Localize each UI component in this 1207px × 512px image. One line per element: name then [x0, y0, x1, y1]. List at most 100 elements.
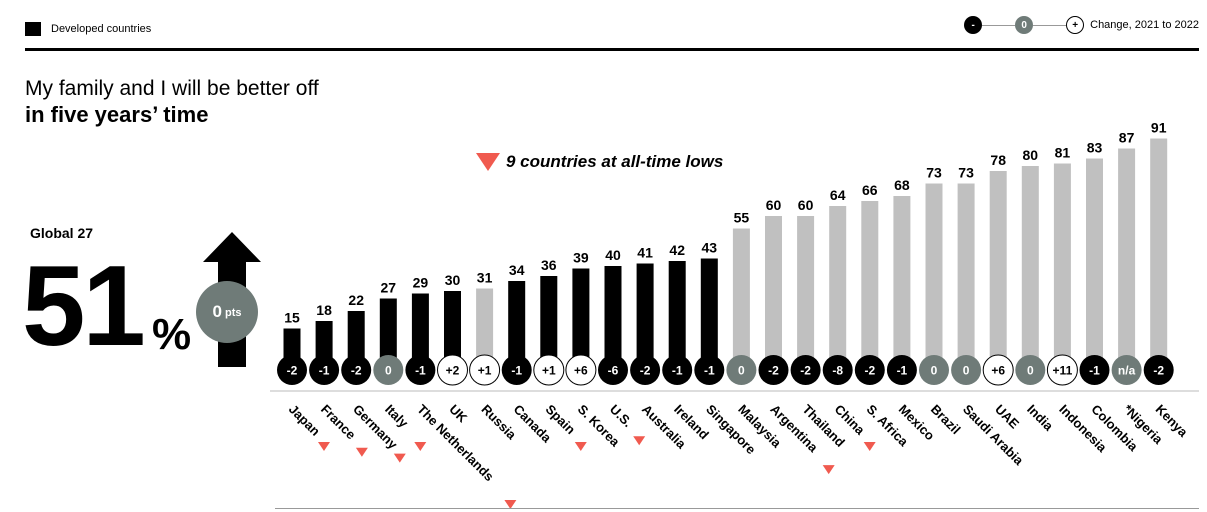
- bar: [1021, 166, 1039, 366]
- change-badge: [565, 354, 597, 386]
- all-time-low-marker: [504, 499, 517, 509]
- bar: [315, 321, 333, 366]
- legend-label: Developed countries: [51, 23, 152, 35]
- bar-value-label: 87: [1119, 130, 1135, 146]
- change-badge: [1015, 355, 1046, 385]
- global-change-unit: pts: [224, 307, 242, 319]
- bar: [989, 171, 1007, 366]
- bar-value-label: 31: [477, 270, 493, 286]
- change-badge: [501, 355, 532, 385]
- change-badge: [694, 355, 725, 385]
- bar-value-label: 39: [573, 250, 589, 266]
- bar-value-label: 41: [637, 245, 653, 261]
- bar-value-label: 18: [316, 302, 332, 318]
- chart-title: My family and I will be better off in fi…: [25, 76, 319, 129]
- all-time-low-marker: [633, 436, 646, 446]
- change-value-label: -2: [351, 364, 362, 378]
- bar-value-label: 34: [509, 262, 525, 278]
- change-badge: [854, 355, 885, 385]
- global-change-value: 0: [212, 302, 222, 321]
- category-label: U.S.: [607, 402, 635, 430]
- bar: [829, 206, 847, 366]
- bar-value-label: 68: [894, 177, 910, 193]
- bar: [732, 228, 750, 366]
- all-time-low-marker: [414, 441, 427, 451]
- bar: [476, 288, 494, 366]
- change-value-label: -1: [1089, 364, 1100, 378]
- bar-value-label: 42: [669, 242, 685, 258]
- bar: [893, 196, 911, 366]
- legend: Developed countries: [25, 22, 151, 36]
- change-key-label: Change, 2021 to 2022: [1090, 19, 1199, 31]
- title-line-2: in five years’ time: [25, 102, 209, 127]
- change-badge: [277, 355, 307, 385]
- global-value: 51: [22, 243, 146, 370]
- bar-value-label: 80: [1023, 147, 1039, 163]
- bar-value-label: 73: [958, 165, 974, 181]
- change-value-label: +1: [478, 364, 492, 378]
- all-time-low-marker: [822, 465, 835, 475]
- change-value-label: 0: [1027, 364, 1034, 378]
- change-value-label: +6: [574, 364, 588, 378]
- bar: [572, 268, 590, 366]
- all-time-lows-note: 9 countries at all-time lows: [476, 152, 723, 172]
- change-value-label: 0: [931, 364, 938, 378]
- change-badge: [309, 355, 340, 385]
- bar-value-label: 60: [766, 197, 782, 213]
- change-value-label: -2: [287, 364, 298, 378]
- change-badge: [790, 355, 821, 385]
- change-value-label: 0: [738, 364, 745, 378]
- all-time-lows-label: 9 countries at all-time lows: [506, 152, 724, 171]
- bar-value-label: 81: [1055, 145, 1071, 161]
- bar-value-label: 27: [381, 280, 397, 296]
- change-badge: [341, 355, 372, 385]
- change-value-label: -8: [832, 364, 843, 378]
- change-value-label: -1: [511, 364, 522, 378]
- down-triangle-icon: [476, 153, 500, 171]
- change-badge: [598, 355, 628, 385]
- change-badge: [982, 354, 1014, 386]
- bar: [861, 201, 879, 366]
- bar-value-label: 40: [605, 247, 621, 263]
- bar-value-label: 43: [702, 240, 718, 256]
- category-label: India: [1024, 402, 1057, 435]
- category-label: UK: [446, 402, 470, 426]
- bar: [444, 291, 461, 366]
- bar-value-label: 22: [348, 292, 364, 308]
- change-key: - 0 + Change, 2021 to 2022: [964, 16, 1199, 34]
- bar-value-label: 15: [284, 310, 300, 326]
- bar: [1053, 163, 1071, 366]
- global-label: Global 27: [30, 225, 94, 241]
- change-value-label: -1: [415, 364, 426, 378]
- change-badge: [1046, 354, 1078, 386]
- bar: [1086, 158, 1103, 366]
- change-key-scale: - 0 +: [964, 16, 1085, 34]
- change-badge: [951, 355, 982, 385]
- category-label: Russia: [478, 402, 519, 443]
- global-unit: %: [152, 310, 192, 359]
- change-value-label: -1: [704, 364, 715, 378]
- title-line-1: My family and I will be better off: [25, 77, 319, 100]
- change-value-label: -2: [768, 364, 779, 378]
- change-badge: [1143, 355, 1174, 385]
- bar-value-label: 55: [734, 210, 750, 226]
- bar-value-label: 29: [413, 275, 429, 291]
- key-decline-dot: -: [964, 16, 983, 34]
- change-badge: [373, 355, 404, 385]
- change-badge: [726, 355, 757, 385]
- change-value-label: 0: [963, 364, 970, 378]
- change-badge: [886, 355, 917, 385]
- change-badge: [533, 354, 565, 386]
- bar-value-label: 60: [798, 197, 814, 213]
- change-value-label: -1: [319, 364, 330, 378]
- change-badge: [1111, 355, 1142, 385]
- bar: [668, 261, 686, 366]
- bar-value-label: 83: [1087, 140, 1103, 156]
- change-value-label: n/a: [1118, 364, 1136, 378]
- bottom-divider: [275, 508, 1199, 509]
- key-no-change-dot: 0: [1015, 16, 1034, 34]
- bar: [765, 216, 782, 366]
- bar: [508, 281, 526, 366]
- bar-value-label: 64: [830, 187, 846, 203]
